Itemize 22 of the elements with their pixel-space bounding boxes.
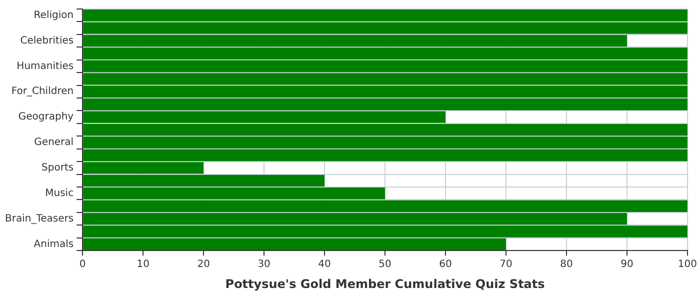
y-tick-label: Religion bbox=[34, 10, 74, 21]
x-tick-label: 30 bbox=[258, 259, 270, 270]
x-tick-label: 70 bbox=[500, 259, 512, 270]
x-tick-label: 50 bbox=[378, 259, 392, 270]
y-tick-label: Music bbox=[45, 188, 74, 199]
y-tick-label: Celebrities bbox=[20, 35, 74, 46]
y-tick-label: For_Children bbox=[11, 86, 74, 98]
y-tick-label: Sports bbox=[42, 162, 74, 174]
x-tick-label: 20 bbox=[197, 259, 210, 270]
x-tick-label: 90 bbox=[620, 259, 634, 270]
y-tick-label: Humanities bbox=[16, 60, 74, 72]
y-tick-label: Animals bbox=[34, 238, 74, 250]
x-tick-label: 80 bbox=[560, 259, 573, 270]
x-tick-label: 100 bbox=[678, 259, 698, 270]
x-tick-label: 0 bbox=[79, 259, 86, 270]
x-tick-label: 60 bbox=[439, 259, 452, 270]
y-tick-label: Brain_Teasers bbox=[4, 213, 74, 224]
y-tick-label: General bbox=[34, 137, 74, 148]
y-tick-label: Geography bbox=[18, 112, 74, 123]
x-tick-label: 10 bbox=[136, 259, 150, 270]
x-axis-title: Pottysue's Gold Member Cumulative Quiz Stats bbox=[225, 276, 545, 291]
x-tick-label: 40 bbox=[318, 259, 331, 270]
